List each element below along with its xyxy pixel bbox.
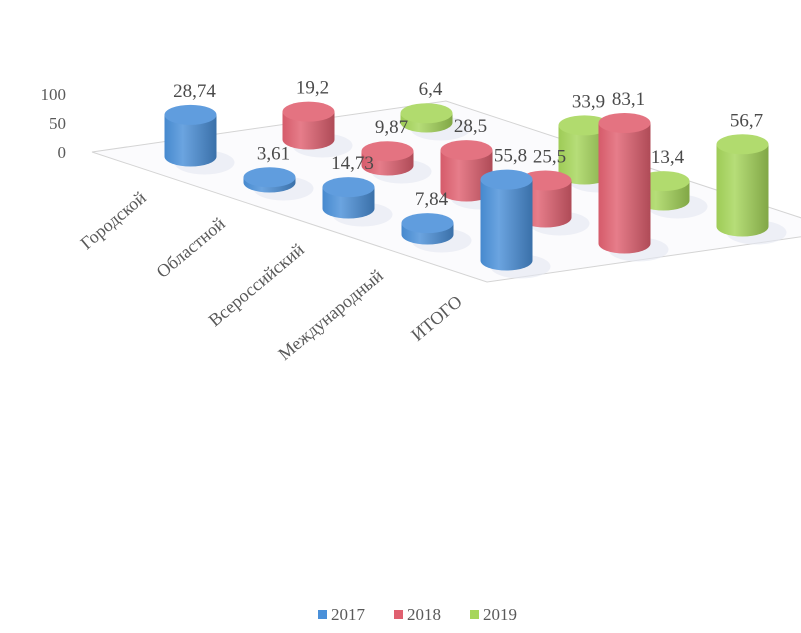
cylinder-body: [480, 179, 533, 271]
cylinder-body: [440, 150, 493, 202]
cylinder-bars: [164, 101, 769, 271]
cylinder-2017-3: [401, 213, 454, 245]
cylinder-top: [243, 167, 296, 188]
data-labels: 6,4 19,2 28,74 9,87 33,9 3,61 28,5 13,4 14,73 25,…: [173, 78, 763, 210]
category-label: Городской: [77, 187, 151, 253]
data-label: 25,5: [533, 147, 566, 168]
y-tick-label: 100: [41, 85, 67, 104]
cylinder-top: [440, 140, 493, 161]
cylinder-2017-1: [243, 167, 296, 193]
cylinder-2017-2: [322, 177, 375, 219]
cylinder-top: [282, 101, 335, 122]
cylinder-body: [164, 114, 217, 167]
cylinder-top: [480, 169, 533, 190]
cylinder-top: [400, 103, 453, 124]
cylinder-top: [598, 113, 651, 134]
cylinder-2019-2: [558, 115, 611, 185]
cylinder-2018-2: [440, 140, 493, 202]
data-label: 7,84: [415, 189, 449, 210]
value-axis: 0 50 100: [41, 85, 67, 162]
category-label: ИТОГО: [407, 291, 466, 345]
data-label: 56,7: [730, 110, 763, 131]
cylinder-top: [361, 141, 414, 162]
category-label: Всероссийский: [205, 239, 308, 330]
data-label: 3,61: [257, 143, 290, 164]
cylinder-body: [598, 123, 651, 254]
cylinder-2017-0: [164, 104, 217, 167]
cylinder-top: [322, 177, 375, 198]
data-label: 55,8: [494, 146, 527, 167]
data-label: 13,4: [651, 147, 685, 168]
cylinder-top: [164, 104, 217, 125]
legend: 2017 2018 2019: [318, 605, 517, 624]
cylinder-body: [282, 111, 335, 150]
data-label: 28,5: [454, 116, 487, 137]
data-label: 19,2: [296, 78, 329, 99]
legend-label: 2019: [483, 605, 517, 624]
cylinder-top: [401, 213, 454, 234]
cylinder-top: [716, 134, 769, 155]
cylinder-top: [558, 115, 611, 136]
y-tick-label: 50: [49, 114, 66, 133]
data-label: 33,9: [572, 91, 605, 112]
cylinder-2018-4: [598, 113, 651, 254]
legend-swatch: [318, 610, 327, 619]
data-label: 9,87: [375, 117, 408, 138]
legend-label: 2017: [331, 605, 366, 624]
cylinder-2019-4: [716, 134, 769, 237]
cylinder-body: [716, 144, 769, 237]
data-label: 6,4: [419, 79, 443, 100]
cylinder-2017-4: [480, 169, 533, 271]
data-label: 83,1: [612, 89, 645, 110]
cylinder-2018-1: [361, 141, 414, 176]
category-label: Областной: [153, 213, 230, 282]
cylinder-2018-0: [282, 101, 335, 150]
category-label: Международный: [274, 265, 387, 364]
data-label: 14,73: [331, 153, 374, 174]
cylinder-2019-0: [400, 103, 453, 133]
legend-swatch: [394, 610, 403, 619]
cylinder-body: [558, 125, 611, 185]
y-tick-label: 0: [58, 143, 67, 162]
legend-label: 2018: [407, 605, 441, 624]
data-label: 28,74: [173, 81, 216, 102]
legend-swatch: [470, 610, 479, 619]
